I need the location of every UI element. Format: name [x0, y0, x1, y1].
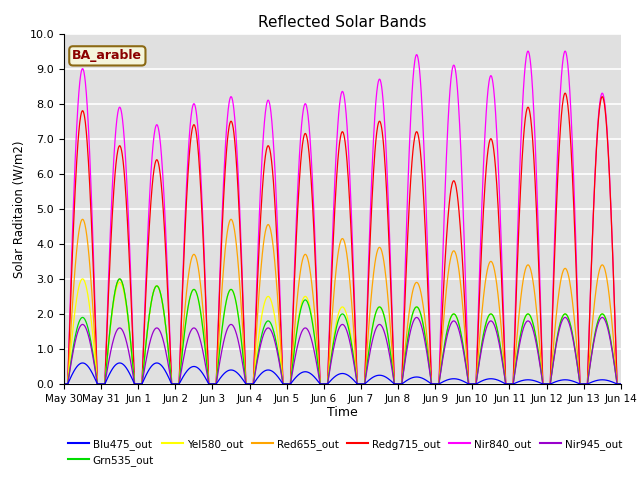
Y-axis label: Solar Raditaion (W/m2): Solar Raditaion (W/m2)	[13, 140, 26, 277]
Text: BA_arable: BA_arable	[72, 49, 142, 62]
Legend: Blu475_out, Grn535_out, Yel580_out, Red655_out, Redg715_out, Nir840_out, Nir945_: Blu475_out, Grn535_out, Yel580_out, Red6…	[63, 435, 627, 470]
X-axis label: Time: Time	[327, 407, 358, 420]
Title: Reflected Solar Bands: Reflected Solar Bands	[258, 15, 427, 30]
